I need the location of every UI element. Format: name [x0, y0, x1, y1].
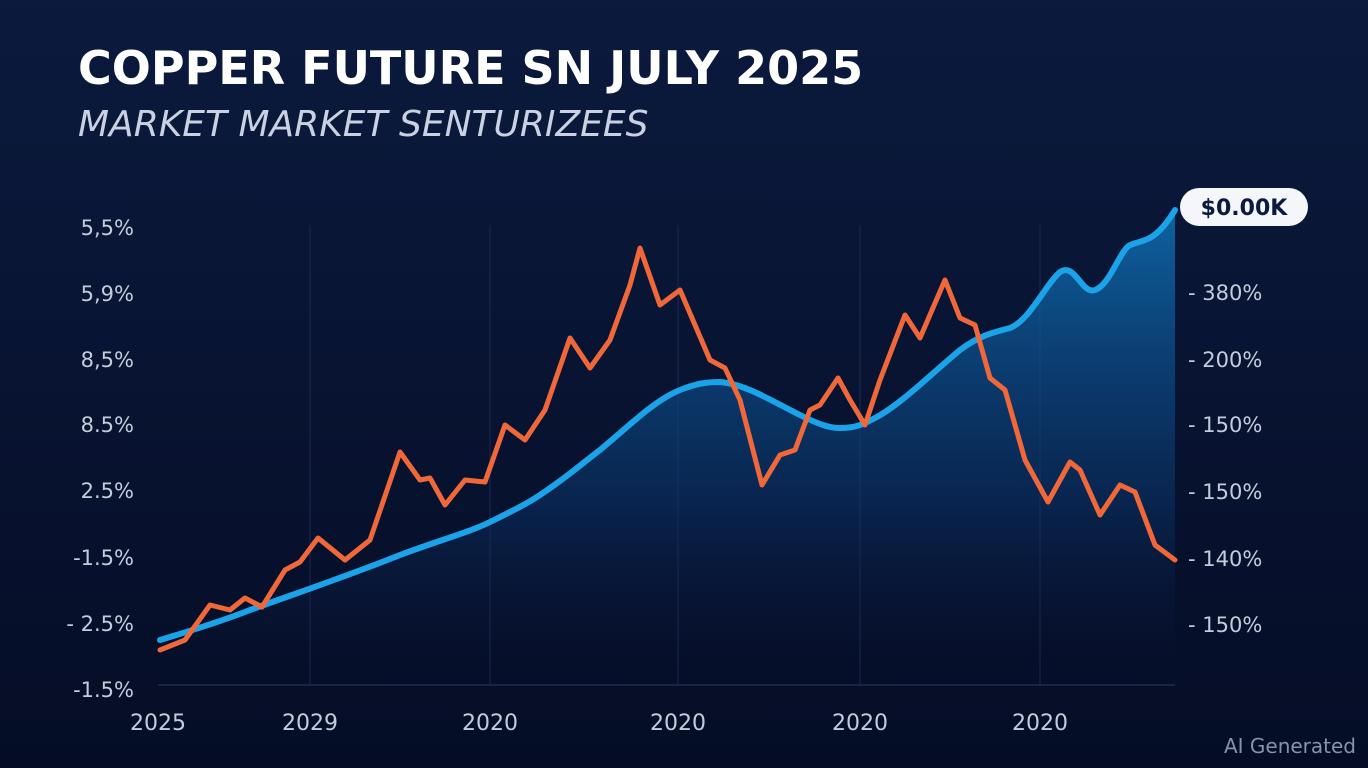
orange-line	[157, 245, 1178, 653]
y2-tick-label: - 380%	[1188, 281, 1262, 305]
area-fill	[160, 210, 1175, 685]
y-tick-label: 8,5%	[81, 348, 134, 372]
y-tick-label: -1.5%	[73, 678, 134, 702]
x-tick-label: 2020	[1012, 711, 1068, 736]
watermark: AI Generated	[1224, 734, 1356, 758]
x-tick-label: 2025	[130, 711, 186, 736]
y-tick-label: 5,5%	[81, 216, 134, 240]
y-tick-label: - 2.5%	[66, 612, 134, 636]
x-tick-label: 2020	[462, 711, 518, 736]
x-tick-label: 2020	[650, 711, 706, 736]
x-axis: 2025 2029 2020 2020 2020 2020	[130, 711, 1068, 736]
left-axis: 5,5% 5,9% 8,5% 8.5% 2.5% -1.5% - 2.5% -1…	[66, 216, 134, 702]
x-tick-label: 2029	[282, 711, 338, 736]
x-tick-label: 2020	[832, 711, 888, 736]
y-tick-label: 2.5%	[81, 479, 134, 503]
y-tick-label: 5,9%	[81, 282, 134, 306]
y2-tick-label: - 150%	[1188, 613, 1262, 637]
subtitle: MARKET MARKET SENTURIZEES	[78, 104, 648, 145]
y-tick-label: 8.5%	[81, 413, 134, 437]
right-axis: - 380% - 200% - 150% - 150% - 140% - 150…	[1188, 281, 1262, 637]
title: COPPER FUTURE SN JULY 2025	[78, 41, 863, 95]
y2-tick-label: - 140%	[1188, 547, 1262, 571]
y2-tick-label: - 150%	[1188, 480, 1262, 504]
y2-tick-label: - 150%	[1188, 413, 1262, 437]
y-tick-label: -1.5%	[73, 546, 134, 570]
blue-line	[157, 207, 1178, 643]
callout-label: $0.00K	[1201, 196, 1289, 221]
callout: $0.00K	[1180, 188, 1308, 226]
y2-tick-label: - 200%	[1188, 348, 1262, 372]
